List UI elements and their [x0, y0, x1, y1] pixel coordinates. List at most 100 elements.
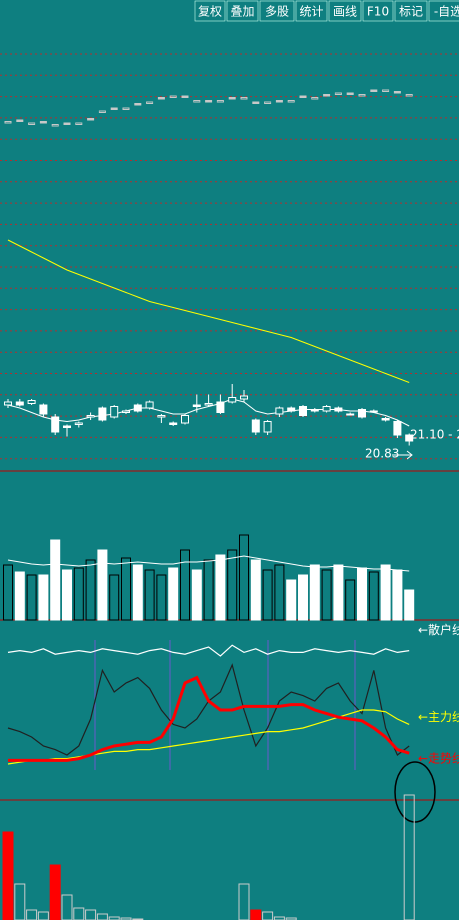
volume-bar — [404, 589, 415, 621]
volume-bar — [250, 559, 261, 621]
candle-body — [216, 401, 225, 413]
candle-body — [74, 422, 83, 425]
overlay-candle-body — [228, 97, 236, 100]
candle-body — [299, 406, 307, 416]
volume-bar — [144, 569, 155, 621]
candle-body — [310, 409, 319, 412]
legend-label: ←主力线 — [418, 710, 459, 724]
overlay-candle-body — [134, 103, 142, 106]
toolbar-button[interactable] — [428, 0, 459, 22]
overlay-candle-body — [4, 121, 12, 124]
volume-bar — [156, 574, 167, 621]
overlay-candle-body — [299, 95, 307, 98]
candle-body — [405, 434, 414, 442]
toolbar-button[interactable] — [194, 0, 226, 22]
volume-bar — [333, 564, 344, 621]
volume-bar — [274, 564, 285, 621]
candle-body — [4, 401, 12, 406]
toolbar-button-label: 复权 — [198, 5, 222, 19]
toolbar-button[interactable] — [295, 0, 328, 22]
candle-body — [381, 418, 390, 421]
overlay-candle-body — [287, 100, 295, 103]
candle-body — [157, 415, 166, 418]
candle-body — [275, 407, 284, 415]
flow-bar — [250, 909, 262, 920]
flow-bar — [262, 911, 274, 920]
overlay-candle-body — [87, 118, 95, 121]
flow-bar — [2, 831, 14, 920]
candle-body — [263, 421, 272, 433]
candle-body — [27, 400, 36, 404]
candle-body — [15, 401, 24, 406]
volume-bar — [121, 557, 131, 621]
volume-bar — [73, 567, 84, 621]
candle-body — [86, 415, 95, 418]
toolbar-button[interactable] — [328, 0, 362, 22]
overlay-candle-body — [122, 107, 130, 110]
flow-bar — [61, 894, 73, 920]
overlay-candle-body — [382, 89, 390, 92]
toolbar-button[interactable] — [226, 0, 259, 22]
volume-bar — [357, 567, 367, 621]
flow-bar — [285, 917, 297, 920]
volume-bar — [262, 569, 273, 621]
flow-bar — [73, 907, 85, 920]
volume-bar — [50, 539, 61, 621]
volume-bar — [26, 574, 37, 621]
flow-bar — [273, 916, 285, 920]
overlay-candle-body — [358, 94, 366, 97]
toolbar-button[interactable] — [394, 0, 428, 22]
overlay-candle-body — [16, 119, 24, 122]
price-arrow — [392, 450, 413, 460]
overlay-candle-body — [75, 122, 83, 125]
overlay-candle-body — [370, 89, 378, 92]
volume-bar — [227, 549, 238, 621]
flow-bar — [238, 883, 250, 920]
overlay-candle-body — [39, 121, 47, 124]
toolbar-button-label: 标记 — [399, 5, 423, 19]
volume-bar — [109, 574, 120, 621]
volume-bar — [309, 564, 320, 621]
overlay-candle-body — [405, 94, 413, 97]
overlay-candle-body — [193, 100, 201, 103]
toolbar-button[interactable] — [259, 0, 295, 22]
candle-body — [334, 407, 343, 412]
candle-body — [181, 415, 189, 424]
candle-body — [98, 407, 107, 421]
overlay-candle-body — [205, 100, 213, 103]
flow-bar — [14, 883, 26, 920]
candle-body — [192, 404, 201, 407]
volume-bar — [14, 571, 25, 621]
overlay-candle-body — [240, 97, 248, 100]
candle-body — [39, 404, 48, 415]
toolbar-button[interactable] — [362, 0, 394, 22]
overlay-candle-body — [98, 110, 106, 113]
candle-body — [110, 406, 119, 418]
toolbar-button-label: F10 — [367, 5, 389, 19]
volume-bar — [215, 554, 226, 621]
overlay-candle-body — [28, 122, 36, 125]
toolbar-button-label: 画线 — [333, 5, 357, 19]
indicator-line — [7, 644, 410, 657]
toolbar-button-label: 叠加 — [230, 5, 254, 19]
flow-bar — [108, 916, 120, 920]
legend-label: ←散户线 — [418, 622, 459, 637]
candle-body — [145, 401, 154, 409]
overlay-candle-body — [252, 101, 260, 104]
toolbar-button-label: 统计 — [299, 5, 323, 19]
indicator-line — [8, 675, 410, 762]
volume-bar — [380, 564, 391, 621]
overlay-candle-body — [157, 97, 165, 100]
overlay-candle-body — [110, 107, 118, 110]
flow-bar — [85, 909, 97, 920]
overlay-candle-body — [146, 101, 154, 104]
volume-bar — [203, 559, 214, 621]
overlay-candle-body — [275, 100, 283, 103]
overlay-candle-body — [334, 92, 342, 95]
candle-body — [240, 395, 248, 400]
volume-bar — [392, 569, 403, 621]
flow-bar — [26, 909, 38, 920]
legend-label: ←走势线 — [418, 752, 459, 766]
